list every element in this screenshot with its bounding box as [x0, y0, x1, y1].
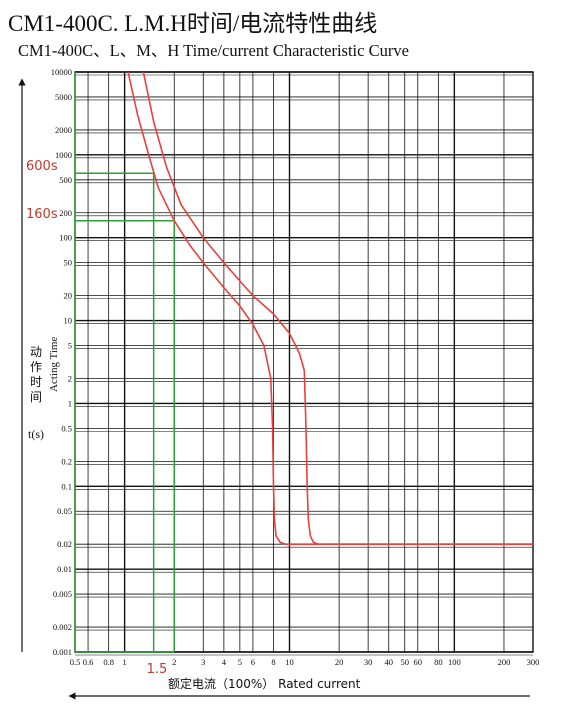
curve-line-2: [142, 71, 533, 546]
y-tick-label: 0.05: [57, 506, 72, 516]
y-tick-label: 1: [68, 398, 72, 408]
annotation-label: 1.5: [147, 662, 168, 677]
x-tick-label: 20: [335, 657, 344, 667]
x-tick-label: 200: [498, 657, 511, 667]
x-tick-label: 1: [123, 657, 127, 667]
x-tick-label: 0.8: [103, 657, 114, 667]
annotations: 600s 160s 1.5: [26, 159, 167, 677]
y-tick-label: 0.01: [57, 564, 72, 574]
y-tick-labels: 10000 5000 2000 1000 500 200 100 50 20 10 5 2 1 0.5 0.…: [51, 67, 72, 657]
y-tick-label: 10000: [51, 67, 72, 77]
y-tick-label: 500: [59, 175, 72, 185]
y-axis-label-en: Acting Time: [48, 337, 60, 392]
x-tick-label: 300: [527, 657, 540, 667]
x-axis-label: 额定电流（100%） Rated current: [168, 676, 361, 691]
x-tick-label: 8: [271, 657, 275, 667]
x-tick-label: 60: [414, 657, 423, 667]
y-tick-label: 0.005: [53, 589, 72, 599]
y-tick-label: 5: [68, 341, 72, 351]
x-tick-label: 40: [384, 657, 393, 667]
curves: [127, 71, 533, 546]
x-tick-label: 100: [448, 657, 461, 667]
y-tick-label: 50: [64, 258, 73, 268]
annotation-label: 160s: [26, 207, 58, 222]
x-tick-label: 0.6: [83, 657, 94, 667]
marker-lines: [74, 72, 176, 653]
y-tick-label: 5000: [55, 92, 72, 102]
x-tick-label: 2: [172, 657, 176, 667]
x-tick-label: 50: [400, 657, 409, 667]
x-tick-label: 30: [364, 657, 373, 667]
x-tick-label: 3: [201, 657, 205, 667]
y-tick-label: 0.002: [53, 622, 72, 632]
chart-subtitle: CM1-400C、L、M、H Time/current Characterist…: [18, 41, 409, 60]
x-tick-label: 0.5: [70, 657, 81, 667]
chart-title: CM1-400C. L.M.H时间/电流特性曲线: [8, 11, 378, 36]
x-tick-label: 80: [434, 657, 443, 667]
y-tick-label: 100: [59, 233, 72, 243]
x-tick-label: 6: [251, 657, 255, 667]
y-tick-label: 0.1: [61, 481, 72, 491]
y-tick-label: 0.2: [61, 456, 72, 466]
y-tick-label: 0.001: [53, 647, 72, 657]
y-axis-label-cn: 动作时间: [30, 345, 42, 404]
y-axis-label-unit: t(s): [28, 427, 44, 441]
y-tick-label: 20: [64, 291, 73, 301]
y-tick-label: 0.5: [61, 423, 72, 433]
x-tick-labels: 0.5 0.6 0.8 1 2 3 4 5 6 8 10 20 30 40 50 60 80 100 200 300: [70, 657, 540, 667]
annotation-label: 600s: [26, 159, 58, 174]
grid: [74, 71, 534, 656]
plot-frame: [74, 71, 534, 653]
y-tick-label: 2: [68, 373, 72, 383]
x-tick-label: 4: [222, 657, 227, 667]
y-tick-label: 1000: [55, 150, 72, 160]
y-tick-label: 2000: [55, 125, 72, 135]
y-tick-label: 10: [64, 316, 73, 326]
x-tick-label: 5: [238, 657, 242, 667]
y-tick-label: 0.02: [57, 539, 72, 549]
curve-line-1: [127, 71, 533, 546]
y-tick-label: 200: [59, 208, 72, 218]
x-tick-label: 10: [285, 657, 294, 667]
